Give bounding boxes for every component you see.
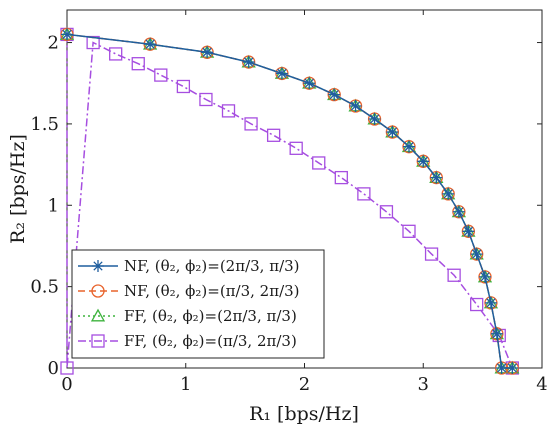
legend-entry: FF, (θ₂, ϕ₂)=(2π/3, π/3) bbox=[78, 307, 297, 325]
data-point bbox=[430, 171, 443, 184]
series-layer bbox=[59, 27, 520, 375]
data-point bbox=[201, 46, 214, 59]
data-point bbox=[424, 247, 439, 261]
data-point bbox=[452, 205, 465, 218]
data-point bbox=[61, 28, 73, 41]
legend-entry: NF, (θ₂, ϕ₂)=(π/3, 2π/3) bbox=[78, 282, 300, 300]
data-point bbox=[470, 248, 483, 261]
data-point bbox=[60, 361, 74, 375]
legend-marker bbox=[92, 260, 104, 272]
data-point bbox=[442, 187, 455, 200]
legend: NF, (θ₂, ϕ₂)=(2π/3, π/3) NF, (θ₂, ϕ₂)=(π/… bbox=[71, 249, 325, 359]
legend-marker bbox=[91, 334, 105, 348]
x-tick-label: 4 bbox=[536, 374, 547, 395]
y-axis-label: R₂ [bps/Hz] bbox=[7, 134, 29, 244]
legend-entry: NF, (θ₂, ϕ₂)=(2π/3, π/3) bbox=[78, 257, 300, 275]
data-point bbox=[312, 156, 326, 170]
x-axis-label: R₁ [bps/Hz] bbox=[249, 403, 359, 425]
data-point bbox=[131, 57, 145, 71]
data-point bbox=[86, 35, 100, 50]
series-line bbox=[66, 33, 513, 369]
data-point bbox=[479, 270, 491, 283]
legend-label: FF, (θ₂, ϕ₂)=(2π/3, π/3) bbox=[124, 307, 297, 325]
data-point bbox=[447, 268, 461, 282]
data-point bbox=[328, 88, 341, 101]
data-point bbox=[490, 327, 503, 340]
series-1 bbox=[61, 28, 519, 374]
y-tick-label: 0 bbox=[48, 358, 59, 379]
data-point bbox=[176, 79, 191, 94]
data-point bbox=[109, 47, 123, 61]
data-point bbox=[403, 140, 415, 153]
y-tick-label: 2 bbox=[48, 33, 59, 54]
data-point bbox=[506, 362, 519, 374]
data-point bbox=[242, 56, 255, 69]
x-tick-label: 0 bbox=[61, 374, 72, 395]
y-tick-label: 1.5 bbox=[30, 114, 59, 135]
axis-ticks: 0 1 2 3 4 0 0.5 1 1.5 2 bbox=[30, 10, 548, 395]
y-tick-label: 0.5 bbox=[30, 277, 59, 298]
data-point bbox=[303, 77, 316, 90]
data-point bbox=[349, 100, 362, 113]
data-point bbox=[266, 128, 281, 142]
data-point bbox=[402, 224, 416, 238]
x-tick-label: 3 bbox=[418, 374, 429, 395]
legend-label: NF, (θ₂, ϕ₂)=(2π/3, π/3) bbox=[124, 257, 300, 275]
data-point bbox=[417, 155, 430, 168]
legend-label: NF, (θ₂, ϕ₂)=(π/3, 2π/3) bbox=[124, 282, 300, 300]
data-point bbox=[199, 92, 213, 107]
data-point bbox=[275, 67, 288, 80]
data-point bbox=[289, 141, 303, 155]
data-point bbox=[154, 68, 168, 82]
data-point bbox=[334, 170, 348, 185]
data-point bbox=[368, 113, 381, 126]
legend-box bbox=[71, 249, 325, 359]
data-point bbox=[357, 187, 371, 201]
data-point bbox=[484, 296, 497, 309]
series-line bbox=[66, 34, 513, 369]
data-point bbox=[386, 126, 399, 139]
legend-label: FF, (θ₂, ϕ₂)=(π/3, 2π/3) bbox=[124, 332, 297, 350]
legend-marker bbox=[91, 284, 105, 298]
x-tick-label: 2 bbox=[299, 374, 310, 395]
data-point bbox=[379, 205, 394, 219]
data-point bbox=[244, 117, 258, 131]
legend-marker bbox=[90, 308, 106, 322]
legend-entry: FF, (θ₂, ϕ₂)=(π/3, 2π/3) bbox=[78, 332, 297, 350]
data-point bbox=[221, 104, 236, 118]
data-point bbox=[462, 225, 475, 238]
x-tick-label: 1 bbox=[180, 374, 191, 395]
data-point bbox=[495, 362, 508, 374]
y-tick-label: 1 bbox=[48, 195, 59, 216]
data-point bbox=[144, 38, 157, 51]
data-point bbox=[470, 297, 484, 312]
